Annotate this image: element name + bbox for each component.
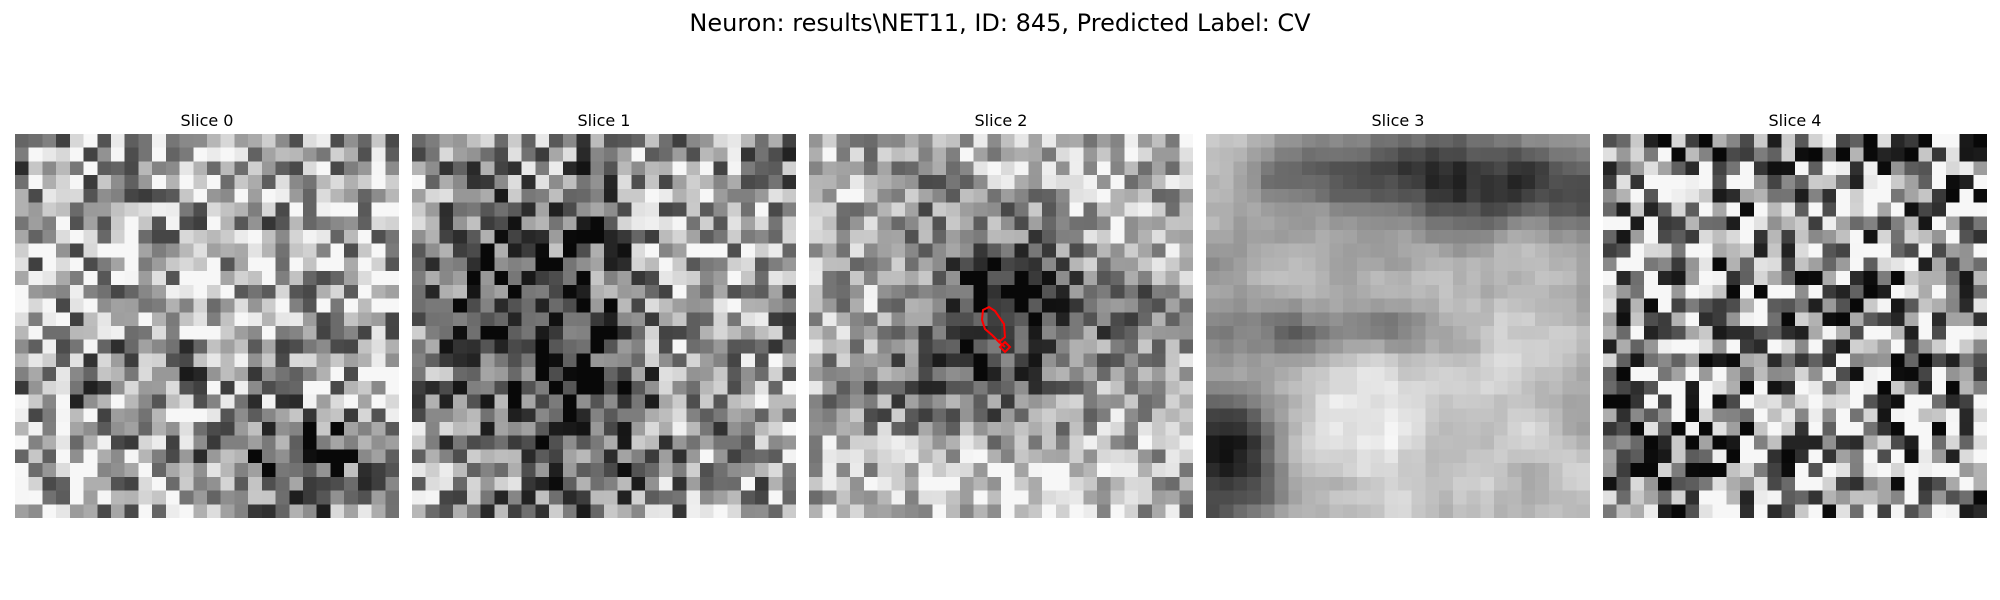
slice-panel-1: Slice 1	[412, 108, 796, 518]
figure-title: Neuron: results\NET11, ID: 845, Predicte…	[689, 9, 1311, 37]
slice-4-title: Slice 4	[1768, 111, 1822, 130]
slice-1-image	[412, 134, 796, 518]
slice-panel-3: Slice 3	[1206, 108, 1590, 518]
slice-4-image	[1603, 134, 1987, 518]
slice-3-image	[1206, 134, 1590, 518]
slice-2-title: Slice 2	[974, 111, 1028, 130]
slice-panel-4: Slice 4	[1603, 108, 1987, 518]
slice-panel-2: Slice 2	[809, 108, 1193, 518]
slice-0-title: Slice 0	[180, 111, 234, 130]
slice-2-image	[809, 134, 1193, 518]
slice-panel-0: Slice 0	[15, 108, 399, 518]
slice-0-image	[15, 134, 399, 518]
slice-1-title: Slice 1	[577, 111, 631, 130]
slice-3-title: Slice 3	[1371, 111, 1425, 130]
